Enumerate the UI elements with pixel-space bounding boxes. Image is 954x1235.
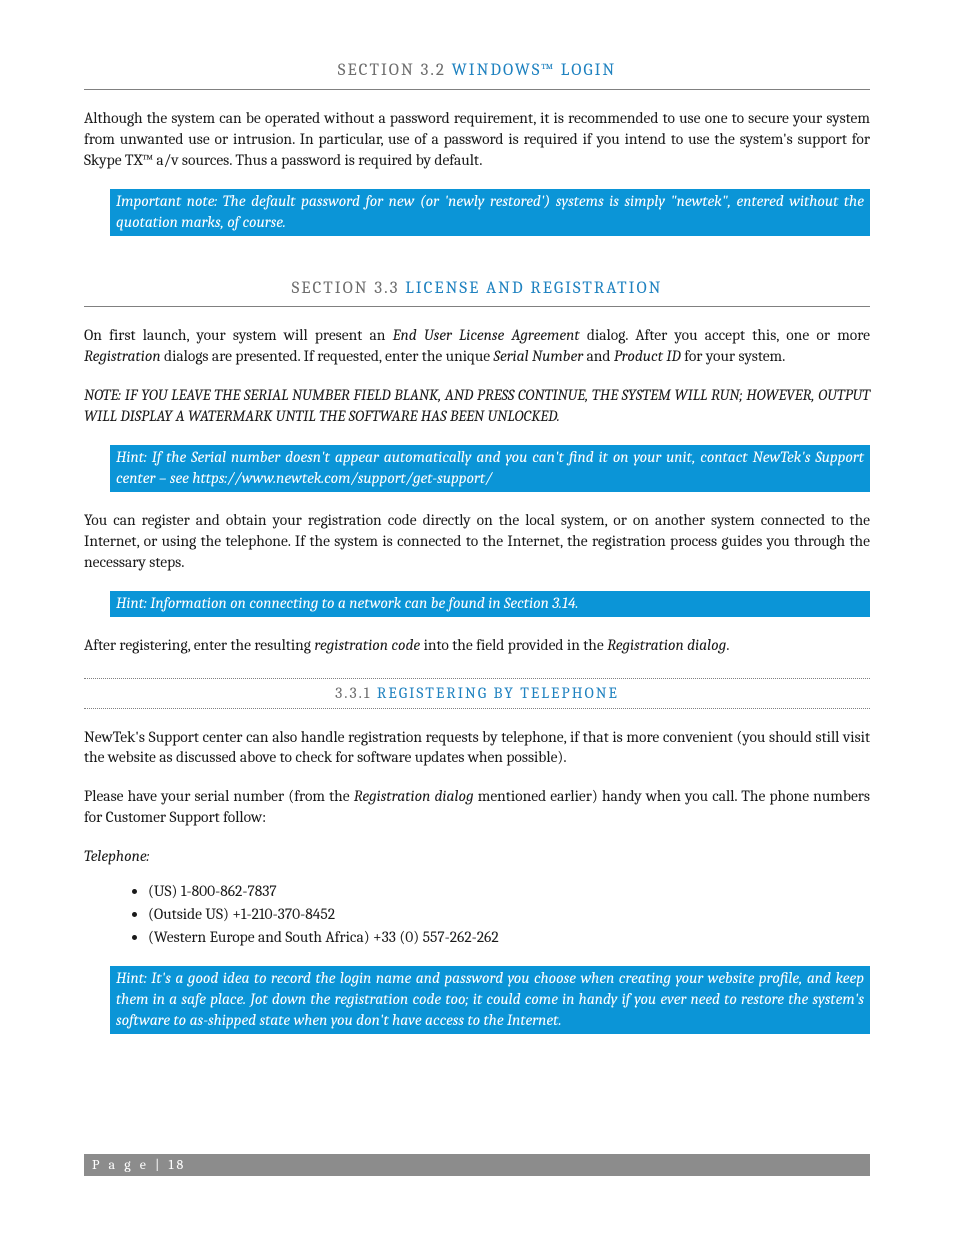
subsection-heading-3-3-1: 3.3.1 REGISTERING BY TELEPHONE: [84, 678, 870, 709]
telephone-label: Telephone:: [84, 846, 870, 867]
callout-box: Hint: Information on connecting to a net…: [110, 591, 870, 617]
section-heading-3-3: SECTION 3.3 LICENSE AND REGISTRATION: [84, 278, 870, 308]
callout-box: Important note: The default password for…: [110, 189, 870, 236]
subsection-title: REGISTERING BY TELEPHONE: [377, 684, 619, 702]
paragraph: You can register and obtain your registr…: [84, 510, 870, 573]
paragraph: Please have your serial number (from the…: [84, 786, 870, 828]
section-label: SECTION 3.2: [338, 61, 446, 80]
italic: registration code: [314, 636, 420, 654]
italic: Product ID: [614, 347, 681, 365]
text: .: [726, 636, 729, 654]
callout-box: Hint: It's a good idea to record the log…: [110, 966, 870, 1034]
list-item: (Western Europe and South Africa) +33 (0…: [148, 927, 870, 948]
document-page: SECTION 3.2 WINDOWS™ LOGIN Although the …: [0, 0, 954, 1176]
italic: Serial Number: [494, 347, 583, 365]
callout-text: Hint: It's a good idea to record the log…: [110, 966, 870, 1034]
page-number: P a g e | 18: [92, 1156, 186, 1173]
text: After registering, enter the resulting: [84, 636, 314, 654]
paragraph: NewTek's Support center can also handle …: [84, 727, 870, 769]
callout-text: Hint: If the Serial number doesn't appea…: [110, 445, 870, 492]
text: On first launch, your system will presen…: [84, 326, 393, 344]
italic: Registration: [84, 347, 161, 365]
section-heading-3-2: SECTION 3.2 WINDOWS™ LOGIN: [84, 60, 870, 90]
italic: End User License Agreement: [393, 326, 580, 344]
paragraph: Although the system can be operated with…: [84, 108, 870, 171]
section-title: LICENSE AND REGISTRATION: [405, 279, 662, 298]
text: Please have your serial number (from the: [84, 787, 354, 805]
text: into the field provided in the: [420, 636, 607, 654]
paragraph: After registering, enter the resulting r…: [84, 635, 870, 656]
text: dialogs are presented. If requested, ent…: [161, 347, 494, 365]
phone-list: (US) 1-800-862-7837 (Outside US) +1-210-…: [84, 881, 870, 948]
text: and: [583, 347, 614, 365]
paragraph: On first launch, your system will presen…: [84, 325, 870, 367]
list-item: (US) 1-800-862-7837: [148, 881, 870, 902]
text: for your system.: [681, 347, 786, 365]
subsection-label: 3.3.1: [335, 684, 371, 702]
italic: Registration dialog: [354, 787, 474, 805]
callout-text: Important note: The default password for…: [110, 189, 870, 236]
note-caps: NOTE: IF YOU LEAVE THE SERIAL NUMBER FIE…: [84, 385, 870, 427]
section-title: WINDOWS™ LOGIN: [452, 61, 617, 80]
callout-box: Hint: If the Serial number doesn't appea…: [110, 445, 870, 492]
text: dialog. After you accept this, one or mo…: [580, 326, 870, 344]
italic: Registration dialog: [607, 636, 726, 654]
page-footer: P a g e | 18: [84, 1154, 870, 1176]
section-label: SECTION 3.3: [292, 279, 400, 298]
callout-text: Hint: Information on connecting to a net…: [110, 591, 870, 617]
list-item: (Outside US) +1-210-370-8452: [148, 904, 870, 925]
